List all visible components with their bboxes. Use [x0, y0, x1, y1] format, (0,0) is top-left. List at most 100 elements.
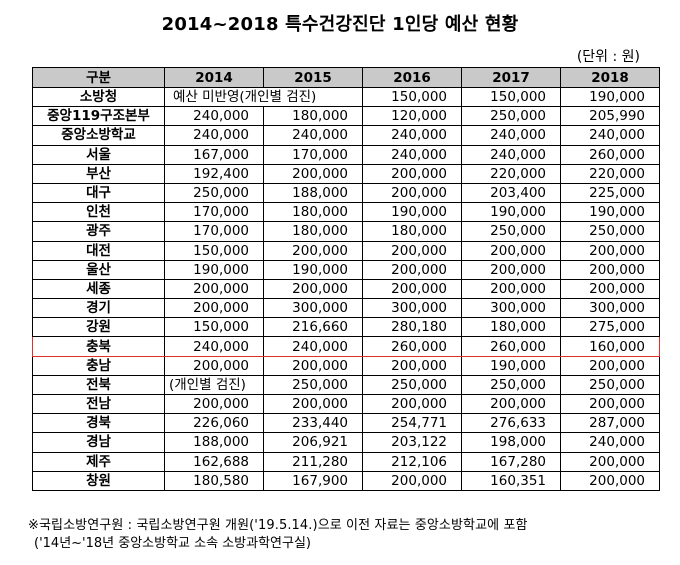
value-cell: 200,000: [362, 470, 462, 491]
value-cell: 240,000: [461, 144, 561, 165]
value-cell: 200,000: [362, 240, 462, 261]
value-cell: 276,633: [461, 413, 561, 434]
region-cell: 충남: [32, 355, 165, 376]
value-cell: 200,000: [362, 393, 462, 415]
column-header: 2016: [362, 67, 462, 88]
value-cell: 190,000: [461, 202, 561, 223]
table-row: 경북 226,060 233,440 254,771 276,633 287,000: [32, 413, 660, 434]
table-body: 소방청 예산 미반영(개인별 검진) 150,000 150,000 190,000 중앙…: [32, 86, 660, 491]
value-cell: 200,000: [461, 259, 561, 280]
value-cell: 160,000: [560, 336, 660, 357]
value-cell: 300,000: [263, 298, 363, 319]
value-cell: 206,921: [263, 432, 363, 453]
table-row: 부산 192,400 200,000 200,000 220,000 220,000: [32, 163, 660, 184]
region-cell: 부산: [32, 163, 165, 184]
value-cell: 167,280: [461, 451, 561, 472]
region-cell: 대구: [32, 182, 165, 204]
column-header: 2014: [164, 67, 264, 88]
table-row: 중앙소방학교 240,000 240,000 240,000 240,000 240,00…: [32, 125, 660, 146]
region-cell: 서울: [32, 144, 165, 165]
value-cell: 150,000: [362, 86, 462, 108]
value-cell: 200,000: [362, 163, 462, 184]
value-cell: 180,000: [263, 202, 363, 223]
table-row: 강원 150,000 216,660 280,180 180,000 275,000: [32, 317, 660, 338]
value-cell: 212,106: [362, 451, 462, 472]
value-cell: 192,400: [164, 163, 264, 184]
value-cell: 300,000: [560, 298, 660, 319]
value-cell: 250,000: [164, 182, 264, 204]
value-cell: 200,000: [362, 259, 462, 280]
value-cell: 200,000: [263, 163, 363, 184]
value-cell: 240,000: [164, 125, 264, 146]
value-cell: 240,000: [263, 125, 363, 146]
region-cell: 광주: [32, 221, 165, 242]
value-cell: 120,000: [362, 106, 462, 127]
value-cell: 205,990: [560, 106, 660, 127]
value-cell: 220,000: [461, 163, 561, 184]
note-cell: (개인별 검진): [164, 374, 264, 396]
value-cell: 240,000: [362, 144, 462, 165]
unit-label: (단위 : 원): [576, 49, 640, 65]
value-cell: 200,000: [560, 240, 660, 261]
table-row: 대구 250,000 188,000 200,000 203,400 225,000: [32, 182, 660, 204]
value-cell: 188,000: [263, 182, 363, 204]
value-cell: 254,771: [362, 413, 462, 434]
value-cell: 240,000: [560, 432, 660, 453]
value-cell: 250,000: [461, 221, 561, 242]
footnote: ※국립소방연구원 : 국립소방연구원 개원('19.5.14.)으로 이전 자료…: [28, 518, 528, 533]
region-cell: 경기: [32, 298, 165, 319]
value-cell: 200,000: [560, 393, 660, 415]
value-cell: 203,122: [362, 432, 462, 453]
region-cell: 울산: [32, 259, 165, 280]
table-row: 전남 200,000 200,000 200,000 200,000 200,000: [32, 393, 660, 415]
value-cell: 226,060: [164, 413, 264, 434]
value-cell: 200,000: [164, 355, 264, 376]
table-row: 충남 200,000 200,000 200,000 190,000 200,000: [32, 355, 660, 376]
value-cell: 200,000: [263, 240, 363, 261]
value-cell: 200,000: [461, 278, 561, 300]
value-cell: 190,000: [560, 202, 660, 223]
value-cell: 240,000: [164, 336, 264, 357]
value-cell: 287,000: [560, 413, 660, 434]
value-cell: 200,000: [263, 355, 363, 376]
value-cell: 200,000: [263, 278, 363, 300]
table-row: 창원 180,580 167,900 200,000 160,351 200,000: [32, 470, 660, 491]
table-row: 인천 170,000 180,000 190,000 190,000 190,000: [32, 202, 660, 223]
region-cell: 강원: [32, 317, 165, 338]
region-cell: 소방청: [32, 86, 165, 108]
value-cell: 180,000: [461, 317, 561, 338]
budget-table: 구분 2014 2015 2016 2017 2018 소방청 예산 미반영(개인…: [32, 67, 660, 491]
value-cell: 200,000: [164, 298, 264, 319]
value-cell: 300,000: [461, 298, 561, 319]
column-header: 2015: [263, 67, 363, 88]
value-cell: 162,688: [164, 451, 264, 472]
table-row: 경남 188,000 206,921 203,122 198,000 240,000: [32, 432, 660, 453]
span-note-cell: 예산 미반영(개인별 검진): [164, 86, 363, 108]
value-cell: 180,000: [263, 106, 363, 127]
value-cell: 200,000: [362, 278, 462, 300]
value-cell: 250,000: [461, 106, 561, 127]
value-cell: 250,000: [560, 221, 660, 242]
value-cell: 150,000: [461, 86, 561, 108]
table-row: 전북 (개인별 검진) 250,000 250,000 250,000 250,000: [32, 374, 660, 396]
value-cell: 160,351: [461, 470, 561, 491]
value-cell: 200,000: [362, 182, 462, 204]
value-cell: 200,000: [560, 451, 660, 472]
region-cell: 창원: [32, 470, 165, 491]
region-cell: 인천: [32, 202, 165, 223]
value-cell: 203,400: [461, 182, 561, 204]
table-row: 중앙119구조본부 240,000 180,000 120,000 250,000 205…: [32, 106, 660, 127]
value-cell: 250,000: [362, 374, 462, 396]
value-cell: 200,000: [560, 259, 660, 280]
table-header-row: 구분 2014 2015 2016 2017 2018: [32, 67, 660, 88]
value-cell: 167,000: [164, 144, 264, 165]
value-cell: 190,000: [164, 259, 264, 280]
value-cell: 198,000: [461, 432, 561, 453]
value-cell: 240,000: [560, 125, 660, 146]
column-header: 2018: [560, 67, 660, 88]
value-cell: 200,000: [560, 278, 660, 300]
value-cell: 190,000: [560, 86, 660, 108]
value-cell: 200,000: [461, 393, 561, 415]
table-row: 충북 240,000 240,000 260,000 260,000 160,000: [32, 336, 660, 357]
region-cell: 경남: [32, 432, 165, 453]
